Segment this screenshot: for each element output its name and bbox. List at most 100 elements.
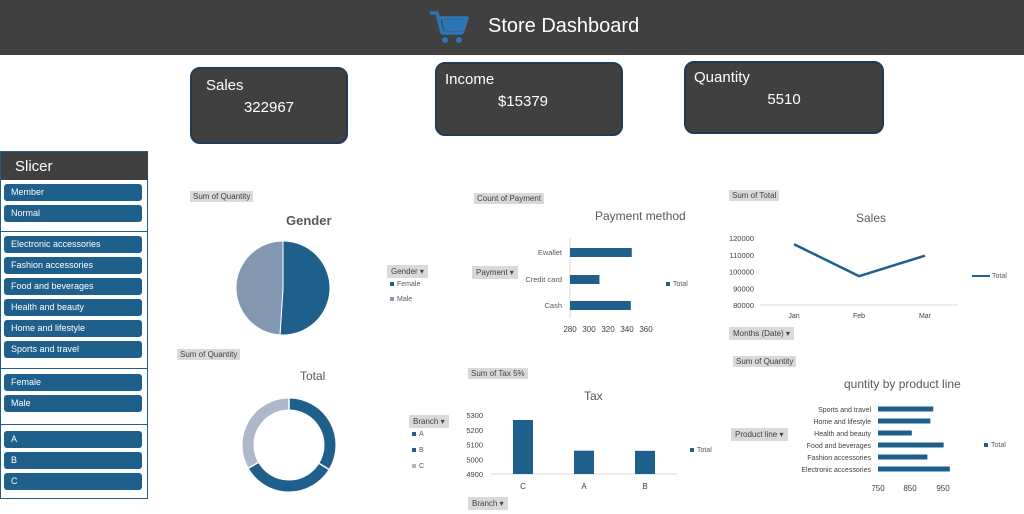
legend-item-c: C xyxy=(412,463,424,470)
field-chip-product[interactable]: Sum of Quantity xyxy=(733,356,797,367)
total-donut-chart xyxy=(242,398,336,492)
y-tick-label: 5200 xyxy=(466,426,483,435)
legend-item-tax-total: Total xyxy=(690,447,712,454)
slicer-group-product-line: Electronic accessories Fashion accessori… xyxy=(1,231,148,368)
legend-label: B xyxy=(419,447,424,454)
slicer-item-c[interactable]: C xyxy=(4,473,142,490)
product-line-bar-chart: Sports and travel Home and lifestyle Healt… xyxy=(801,406,950,493)
x-tick-label: 850 xyxy=(903,484,917,493)
bar-b xyxy=(635,450,655,474)
donut-separator xyxy=(248,461,259,469)
sales-line-chart: 120000 110000 100000 90000 80000 Jan Feb Mar xyxy=(729,234,958,320)
x-tick-label: Mar xyxy=(919,313,932,320)
legend-label: Male xyxy=(397,296,413,303)
slicer-title: Slicer xyxy=(1,152,148,180)
legend-swatch xyxy=(666,282,670,287)
field-chip-total[interactable]: Sum of Quantity xyxy=(177,349,241,360)
legend-label: Total xyxy=(991,442,1006,449)
y-tick-label: 5300 xyxy=(466,411,483,420)
header-bar: Store Dashboard xyxy=(0,0,1024,55)
legend-swatch xyxy=(972,275,990,278)
legend-swatch xyxy=(390,282,394,287)
donut-separator xyxy=(318,462,330,470)
field-chip-payment[interactable]: Count of Payment xyxy=(474,193,545,204)
kpi-label: Sales xyxy=(206,77,244,94)
x-tick-label: 300 xyxy=(582,325,596,334)
slicer-item-health-and-beauty[interactable]: Health and beauty xyxy=(4,299,142,316)
y-tick-label: Credit card xyxy=(525,275,562,284)
legend-item-male: Male xyxy=(390,296,412,303)
y-tick-label: Food and beverages xyxy=(807,443,872,450)
x-tick-label: 360 xyxy=(639,325,653,334)
slicer-group-customer-type: Member Normal xyxy=(1,180,148,231)
gender-dropdown[interactable]: Gender xyxy=(387,265,428,278)
payment-bar-chart: Ewallet Credit card Cash 280 300 320 340 360 xyxy=(525,238,653,334)
field-chip-gender[interactable]: Sum of Quantity xyxy=(190,191,254,202)
y-tick-label: Sports and travel xyxy=(818,407,871,414)
slicer-panel: Slicer Member Normal Electronic accessor… xyxy=(0,151,148,499)
kpi-label: Income xyxy=(445,71,495,88)
x-tick-label: 280 xyxy=(563,325,577,334)
kpi-card-sales: Sales 322967 xyxy=(190,67,348,144)
page-title: Store Dashboard xyxy=(488,15,640,37)
y-tick-label: 100000 xyxy=(729,268,754,277)
slicer-item-electronic-accessories[interactable]: Electronic accessories xyxy=(4,236,142,253)
y-tick-label: 80000 xyxy=(733,301,754,310)
slicer-item-member[interactable]: Member xyxy=(4,184,142,201)
bar-food-and-beverages xyxy=(878,442,944,448)
chart-title-gender: Gender xyxy=(286,213,332,228)
bar-c xyxy=(513,420,533,474)
payment-dropdown[interactable]: Payment xyxy=(472,266,518,279)
slicer-item-female[interactable]: Female xyxy=(4,374,142,391)
slicer-item-home-and-lifestyle[interactable]: Home and lifestyle xyxy=(4,320,142,337)
slicer-item-normal[interactable]: Normal xyxy=(4,205,142,222)
y-tick-label: 4900 xyxy=(466,470,483,479)
chart-title-tax: Tax xyxy=(584,389,603,403)
legend-item-female: Female xyxy=(390,281,420,288)
slicer-item-fashion-accessories[interactable]: Fashion accessories xyxy=(4,257,142,274)
slicer-group-branch: A B C xyxy=(1,424,148,499)
slicer-item-male[interactable]: Male xyxy=(4,395,142,412)
legend-item-payment-total: Total xyxy=(666,281,688,288)
bar-cash xyxy=(570,301,631,310)
legend-item-product-total: Total xyxy=(984,442,1006,449)
legend-swatch xyxy=(412,432,416,437)
x-tick-label: C xyxy=(520,482,526,491)
slicer-item-sports-and-travel[interactable]: Sports and travel xyxy=(4,341,142,358)
y-tick-label: 5000 xyxy=(466,455,483,464)
slicer-item-food-and-beverages[interactable]: Food and beverages xyxy=(4,278,142,295)
branch-axis-dropdown[interactable]: Branch xyxy=(468,497,508,510)
kpi-card-income: Income $15379 xyxy=(435,62,623,136)
branch-legend-dropdown[interactable]: Branch xyxy=(409,415,449,428)
chart-title-product: quntity by product line xyxy=(844,377,961,391)
donut-slice-a xyxy=(288,398,336,470)
kpi-value: $15379 xyxy=(497,93,549,110)
cart-icon xyxy=(430,11,469,43)
bar-home-and-lifestyle xyxy=(878,418,931,424)
chart-title-sales: Sales xyxy=(856,211,887,225)
y-tick-label: 5100 xyxy=(466,441,483,450)
x-tick-label: Feb xyxy=(853,313,865,320)
x-tick-label: Jan xyxy=(788,313,799,320)
field-chip-tax[interactable]: Sum of Tax 5% xyxy=(468,368,528,379)
field-chip-sales[interactable]: Sum of Total xyxy=(729,190,780,201)
product-line-dropdown[interactable]: Product line xyxy=(731,428,788,441)
x-tick-label: A xyxy=(581,482,587,491)
y-tick-label: Fashion accessories xyxy=(807,455,871,462)
legend-label: C xyxy=(419,463,425,470)
y-tick-label: Cash xyxy=(544,301,562,310)
x-tick-label: 320 xyxy=(601,325,615,334)
kpi-value: 322967 xyxy=(243,99,295,116)
legend-swatch xyxy=(390,297,394,302)
legend-label: Female xyxy=(397,281,421,288)
months-dropdown[interactable]: Months (Date) xyxy=(729,327,794,340)
y-tick-label: 120000 xyxy=(729,234,754,243)
tax-bar-chart: 5300 5200 5100 5000 4900 C A B xyxy=(466,411,677,491)
slicer-item-b[interactable]: B xyxy=(4,452,142,469)
legend-item-b: B xyxy=(412,447,424,454)
bar-sports-and-travel xyxy=(878,406,934,412)
legend-label: Total xyxy=(673,281,688,288)
slicer-item-a[interactable]: A xyxy=(4,431,142,448)
bar-electronic-accessories xyxy=(878,466,950,472)
legend-item-a: A xyxy=(412,431,424,438)
